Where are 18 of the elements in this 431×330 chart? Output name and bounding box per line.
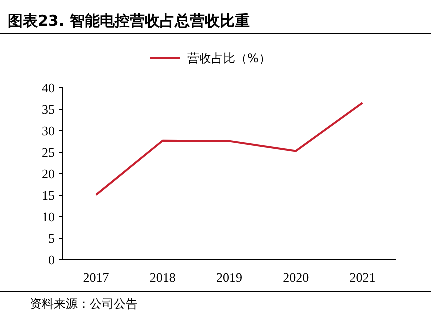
y-tick-label: 40: [42, 80, 55, 96]
x-tick-label: 2021: [350, 270, 376, 285]
legend-label: 营收占比（%）: [188, 52, 271, 66]
x-tick-label: 2017: [83, 270, 110, 285]
y-tick-label: 35: [42, 102, 55, 117]
line-series: [95, 102, 364, 196]
chart-title: 图表23. 智能电控营收占总营收比重: [8, 12, 250, 30]
y-tick-label: 0: [48, 252, 55, 268]
x-tick-label: 2019: [216, 270, 242, 285]
x-tick-label: 2020: [283, 270, 310, 285]
text: 资料来源：公司公告: [30, 297, 138, 311]
y-tick-label: 5: [48, 231, 55, 246]
y-tick-label: 10: [42, 210, 55, 224]
x-tick-label: 2018: [150, 270, 176, 285]
y-tick-label: 20: [42, 166, 55, 182]
y-tick-label: 25: [42, 145, 55, 160]
y-tick-label: 15: [42, 188, 55, 203]
y-tick-label: 30: [42, 124, 55, 138]
